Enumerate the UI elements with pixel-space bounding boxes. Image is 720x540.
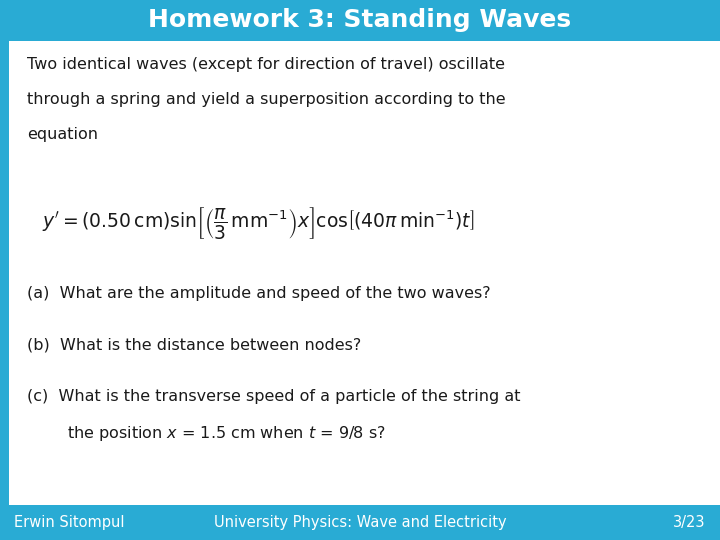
Bar xyxy=(0,0,720,40)
Text: Homework 3: Standing Waves: Homework 3: Standing Waves xyxy=(148,8,572,32)
Text: the position $x$ = 1.5 cm when $t$ = 9/8 s?: the position $x$ = 1.5 cm when $t$ = 9/8… xyxy=(67,424,386,443)
Text: University Physics: Wave and Electricity: University Physics: Wave and Electricity xyxy=(214,515,506,530)
Bar xyxy=(0,505,720,540)
Text: $y' = (0.50\,\mathrm{cm})\sin\!\left[\left(\dfrac{\pi}{3}\,\mathrm{mm}^{-1}\righ: $y' = (0.50\,\mathrm{cm})\sin\!\left[\le… xyxy=(42,205,474,241)
Bar xyxy=(0,40,9,505)
Text: (c)  What is the transverse speed of a particle of the string at: (c) What is the transverse speed of a pa… xyxy=(27,389,521,404)
Text: equation: equation xyxy=(27,127,99,142)
Text: 3/23: 3/23 xyxy=(673,515,706,530)
Text: (a)  What are the amplitude and speed of the two waves?: (a) What are the amplitude and speed of … xyxy=(27,286,491,301)
Text: Two identical waves (except for direction of travel) oscillate: Two identical waves (except for directio… xyxy=(27,57,505,72)
Text: through a spring and yield a superposition according to the: through a spring and yield a superpositi… xyxy=(27,92,506,107)
Text: Erwin Sitompul: Erwin Sitompul xyxy=(14,515,125,530)
Text: (b)  What is the distance between nodes?: (b) What is the distance between nodes? xyxy=(27,338,361,353)
